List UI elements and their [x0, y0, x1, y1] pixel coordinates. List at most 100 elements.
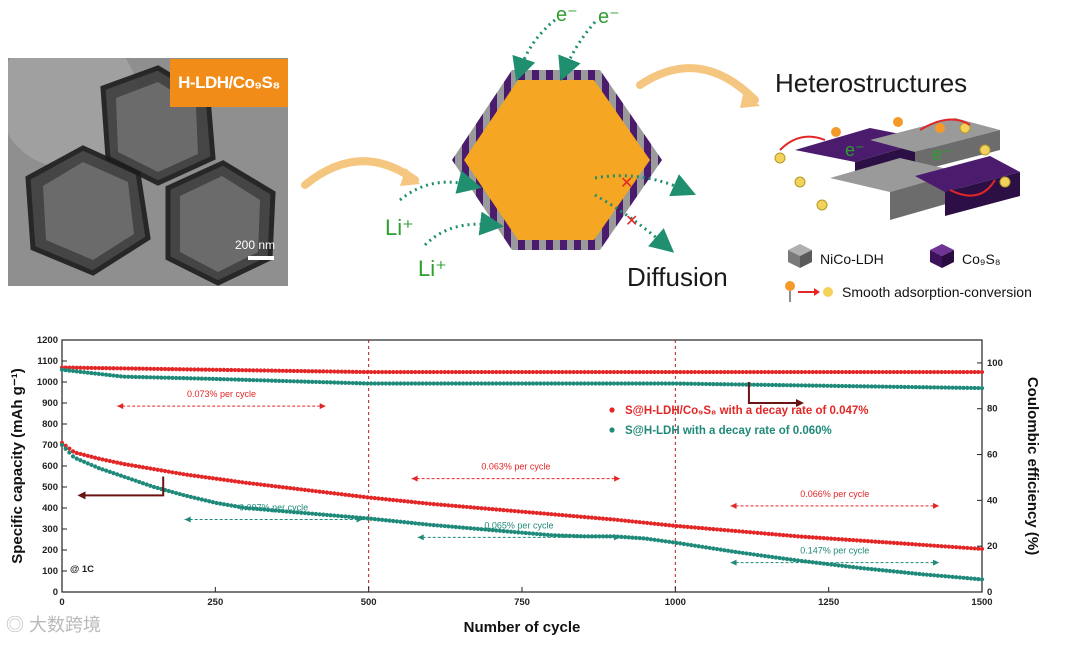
data-point: [656, 381, 661, 386]
data-point: [126, 366, 131, 371]
data-point: [280, 485, 285, 490]
data-point: [343, 369, 348, 374]
data-point: [70, 368, 76, 374]
data-point: [221, 367, 227, 373]
data-point: [637, 520, 642, 525]
data-point: [913, 571, 918, 576]
data-point: [284, 509, 289, 514]
data-point: [946, 544, 951, 549]
data-point: [240, 377, 245, 382]
data-point: [332, 513, 337, 518]
data-point: [288, 509, 293, 514]
y-tick-label: 0: [53, 587, 58, 598]
data-point: [475, 526, 480, 531]
data-point: [185, 367, 190, 372]
data-point: [604, 381, 609, 386]
data-point: [472, 381, 477, 386]
data-point: [703, 526, 709, 531]
data-point: [840, 563, 845, 568]
data-point: [902, 541, 907, 546]
data-point: [115, 460, 120, 465]
data-point: [608, 369, 613, 375]
data-point: [946, 385, 951, 390]
data-point: [199, 367, 204, 372]
data-point: [733, 528, 738, 534]
data-point: [968, 576, 974, 581]
legend-cos-label: Co₉S₈: [962, 251, 1001, 267]
data-point: [398, 381, 403, 386]
data-point: [405, 369, 411, 375]
data-point: [100, 467, 105, 472]
data-point: [714, 546, 720, 552]
data-point: [924, 369, 929, 375]
data-point: [74, 456, 79, 461]
svg-text:✕: ✕: [620, 175, 633, 192]
data-point: [556, 533, 561, 538]
data-point: [817, 383, 823, 388]
data-point: [862, 538, 867, 543]
data-point: [494, 528, 499, 533]
data-point: [394, 381, 399, 386]
data-point: [648, 369, 653, 375]
data-point: [199, 497, 204, 502]
data-point: [111, 471, 116, 476]
data-point: [788, 369, 793, 375]
annotation-arrowhead-right: [356, 516, 363, 523]
data-point: [369, 369, 374, 375]
data-point: [759, 382, 764, 387]
data-point: [424, 522, 429, 527]
data-point: [277, 484, 282, 489]
data-point: [81, 459, 87, 464]
data-point: [571, 369, 576, 375]
data-point: [464, 504, 469, 510]
data-point: [553, 381, 558, 386]
data-point: [501, 529, 506, 534]
data-point: [549, 369, 554, 375]
data-point: [310, 511, 315, 516]
data-point: [571, 513, 576, 519]
data-point: [656, 538, 661, 543]
data-point: [78, 451, 83, 457]
data-point: [295, 379, 300, 384]
data-point: [232, 367, 238, 373]
data-point: [207, 475, 212, 480]
data-point: [67, 368, 72, 373]
data-point: [280, 509, 285, 514]
cycling-chart: 0 250 500 750 1000 1250 1500 0 100 200 300 400 500 6…: [0, 320, 1080, 641]
data-point: [431, 381, 436, 386]
data-point: [343, 380, 348, 385]
data-point: [405, 381, 411, 386]
data-point: [806, 535, 812, 540]
arrow-to-right-axis-head: [796, 399, 804, 407]
data-point: [173, 375, 179, 381]
data-point: [976, 576, 981, 582]
data-point: [166, 366, 171, 372]
data-point: [527, 531, 532, 536]
data-point: [965, 385, 970, 390]
data-point: [420, 500, 425, 506]
data-point: [490, 369, 495, 375]
data-point: [961, 385, 966, 390]
y2-tick-label: 20: [987, 541, 998, 552]
legend-ldh-label: NiCo-LDH: [820, 251, 884, 267]
data-point: [825, 536, 830, 541]
hetero-electron-1: e⁻: [845, 140, 865, 160]
data-point: [346, 380, 352, 386]
data-point: [884, 540, 889, 545]
data-point: [229, 503, 234, 508]
data-point: [295, 510, 300, 515]
data-point: [943, 544, 948, 549]
data-point: [711, 546, 716, 551]
data-point: [593, 381, 598, 386]
data-point: [681, 524, 687, 529]
data-point: [659, 522, 664, 527]
annotation-label: 0.065% per cycle: [484, 520, 553, 530]
data-point: [825, 383, 830, 388]
data-point: [262, 482, 267, 488]
data-point: [843, 537, 848, 542]
y-tick-label: 900: [42, 398, 58, 409]
data-point: [435, 502, 440, 507]
data-point: [461, 369, 466, 375]
data-point: [674, 381, 679, 386]
data-point: [424, 381, 429, 386]
